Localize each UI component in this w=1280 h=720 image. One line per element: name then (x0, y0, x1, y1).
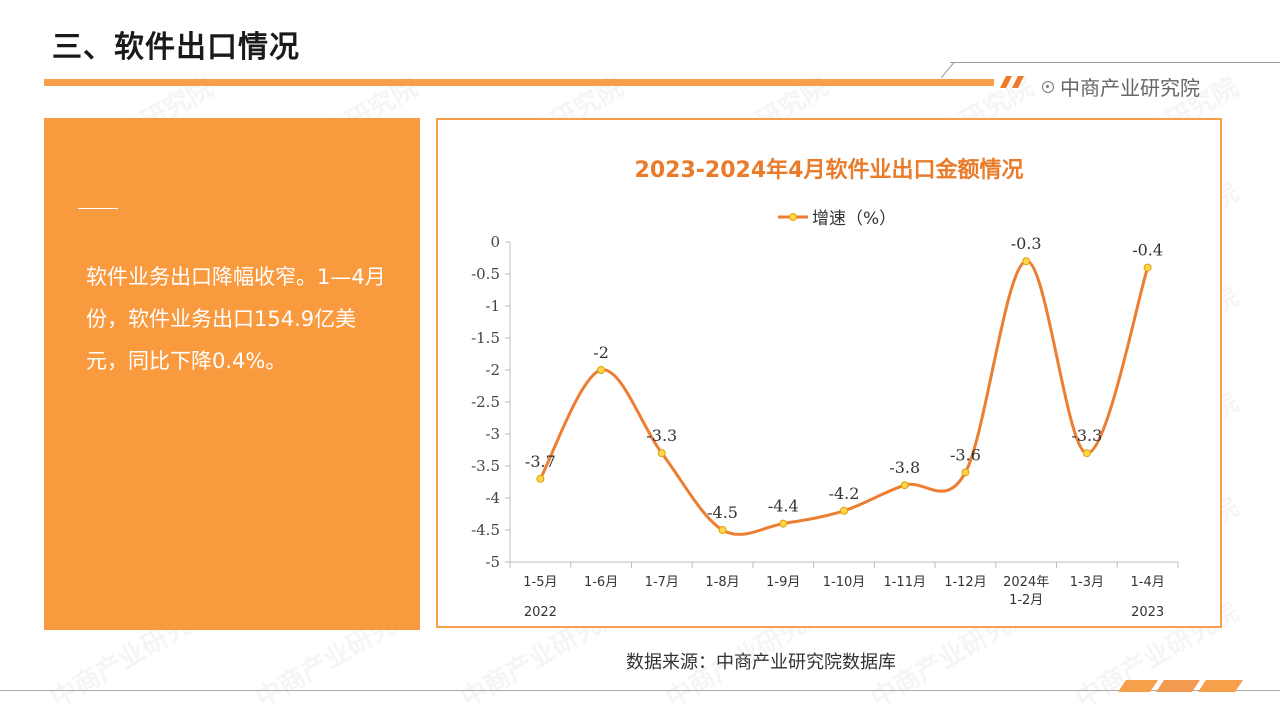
x-year-label: 2023 (1131, 605, 1164, 620)
y-tick-label: -4 (485, 489, 500, 507)
data-label: -3.3 (1071, 426, 1102, 445)
x-tick-label: 1-9月 (766, 575, 800, 590)
chart-title: 2023-2024年4月软件业出口金额情况 (634, 158, 1024, 183)
brand-name: 中商产业研究院 (1060, 76, 1200, 100)
data-label: -4.4 (768, 497, 799, 516)
x-tick-label: 1-12月 (944, 575, 987, 590)
data-source: 数据来源：中商产业研究院数据库 (626, 652, 896, 673)
legend-label: 增速（%） (812, 209, 897, 229)
data-point (1022, 257, 1031, 266)
footer-line (0, 690, 1280, 691)
x-tick-label: 1-8月 (705, 575, 739, 590)
footer-stripes-decoration (1118, 680, 1243, 692)
data-point (900, 481, 909, 490)
data-label: -0.3 (1011, 234, 1042, 253)
y-tick-label: -3 (485, 425, 500, 443)
header-thin-line (950, 62, 1280, 63)
data-point (657, 449, 666, 458)
data-label: -3.8 (889, 458, 920, 477)
x-tick-label: 1-7月 (645, 575, 679, 590)
data-label: -3.6 (950, 445, 981, 464)
data-label: -4.5 (707, 503, 738, 522)
x-year-label: 2022 (524, 605, 557, 620)
x-tick-label: 2024年 (1003, 575, 1049, 590)
data-point (1082, 449, 1091, 458)
data-label: -3.7 (525, 452, 556, 471)
header-thin-slant (940, 62, 955, 79)
data-point (840, 506, 848, 515)
summary-dash (78, 208, 118, 209)
x-tick-label: 1-2月 (1009, 593, 1043, 608)
x-tick-label: 1-11月 (883, 575, 926, 590)
x-tick-label: 1-10月 (823, 575, 866, 590)
brand-logo: 中商产业研究院 (1042, 72, 1200, 101)
legend-line-marker-icon (778, 212, 808, 221)
summary-panel: 软件业务出口降幅收窄。1—4月份，软件业务出口154.9亿美元，同比下降0.4%… (44, 118, 420, 630)
y-tick-label: -5 (485, 553, 500, 571)
data-label: -4.2 (829, 484, 860, 503)
brand-circle-icon (1042, 80, 1054, 93)
y-tick-label: -2.5 (471, 393, 500, 411)
data-point (1143, 263, 1152, 272)
chart-legend: 增速（%） (778, 204, 896, 229)
data-point (961, 468, 970, 477)
y-tick-label: -2 (485, 361, 500, 379)
series-line (539, 259, 1150, 536)
y-tick-label: -0.5 (471, 265, 500, 283)
y-tick-label: -3.5 (471, 457, 500, 475)
y-tick-label: -1.5 (471, 329, 500, 347)
title-underline-bar (44, 79, 994, 86)
x-tick-label: 1-6月 (584, 575, 618, 590)
x-tick-label: 1-4月 (1131, 575, 1165, 590)
data-label: -0.4 (1132, 241, 1163, 260)
data-point (536, 474, 545, 483)
data-label: -2 (593, 343, 609, 362)
y-tick-label: -1 (485, 297, 500, 315)
chart-container: 2023-2024年4月软件业出口金额情况 增速（%） 0 -0.5 -1 -1.5 -… (436, 118, 1222, 628)
title-stripes-decoration (1000, 76, 1024, 88)
line-chart: 0 -0.5 -1 -1.5 -2 -2.5 -3 -3.5 -4 -4.5 -5 1-5月 1-6月 1… (471, 233, 1179, 620)
data-point (779, 519, 788, 528)
y-tick-label: -4.5 (471, 521, 500, 539)
data-point (597, 366, 606, 374)
y-tick-label: 0 (490, 233, 500, 251)
summary-text: 软件业务出口降幅收窄。1—4月份，软件业务出口154.9亿美元，同比下降0.4%… (86, 265, 386, 373)
data-label: -3.3 (646, 426, 677, 445)
x-tick-label: 1-5月 (523, 575, 557, 590)
data-point (718, 526, 727, 534)
page-title: 三、软件出口情况 (52, 30, 300, 65)
x-tick-label: 1-3月 (1070, 575, 1104, 590)
